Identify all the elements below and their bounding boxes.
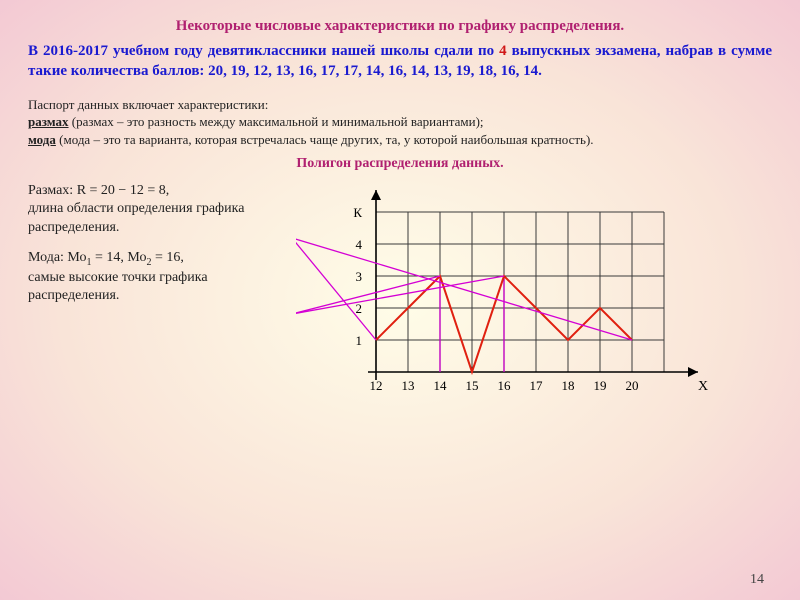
def-razmah: (размах – это разность между максимально… bbox=[69, 114, 484, 129]
svg-text:14: 14 bbox=[434, 378, 448, 393]
mode-l1c: = 16, bbox=[152, 250, 184, 265]
intro-text: В 2016-2017 учебном году девятиклассники… bbox=[28, 41, 772, 82]
svg-text:X: X bbox=[698, 379, 708, 394]
intro-highlight: 4 bbox=[499, 43, 507, 59]
page-title: Некоторые числовые характеристики по гра… bbox=[28, 18, 772, 35]
svg-text:12: 12 bbox=[370, 378, 383, 393]
svg-text:15: 15 bbox=[466, 378, 479, 393]
svg-text:19: 19 bbox=[594, 378, 607, 393]
svg-text:17: 17 bbox=[530, 378, 544, 393]
chart-svg: 1234К121314151617181920X bbox=[296, 182, 766, 422]
range-line2: длина области определения графика распре… bbox=[28, 201, 244, 234]
mode-l1b: = 14, Мо bbox=[92, 250, 147, 265]
def-moda: (мода – это та варианта, которая встреча… bbox=[56, 132, 594, 147]
svg-text:2: 2 bbox=[356, 301, 363, 316]
page-number: 14 bbox=[750, 572, 764, 588]
distribution-chart: 1234К121314151617181920X bbox=[296, 182, 766, 427]
mode-l1a: Мода: Мо bbox=[28, 250, 87, 265]
mode-text: Мода: Мо1 = 14, Мо2 = 16, самые высокие … bbox=[28, 249, 288, 305]
term-moda: мода bbox=[28, 132, 56, 147]
svg-text:13: 13 bbox=[402, 378, 415, 393]
range-text: Размах: R = 20 − 12 = 8, длина области о… bbox=[28, 182, 288, 237]
passport-block: Паспорт данных включает характеристики: … bbox=[28, 96, 772, 149]
intro-prefix: В 2016-2017 учебном году девятиклассники… bbox=[28, 43, 499, 59]
passport-lead: Паспорт данных включает характеристики: bbox=[28, 96, 772, 114]
svg-text:1: 1 bbox=[356, 333, 363, 348]
chart-subtitle: Полигон распределения данных. bbox=[28, 156, 772, 172]
mode-l2: самые высокие точки графика распределени… bbox=[28, 270, 208, 303]
svg-text:3: 3 bbox=[356, 269, 363, 284]
svg-text:18: 18 bbox=[562, 378, 575, 393]
svg-text:20: 20 bbox=[626, 378, 639, 393]
range-line1: Размах: R = 20 − 12 = 8, bbox=[28, 183, 169, 198]
svg-text:К: К bbox=[353, 205, 362, 220]
term-razmah: размах bbox=[28, 114, 69, 129]
svg-text:4: 4 bbox=[356, 237, 363, 252]
svg-text:16: 16 bbox=[498, 378, 512, 393]
